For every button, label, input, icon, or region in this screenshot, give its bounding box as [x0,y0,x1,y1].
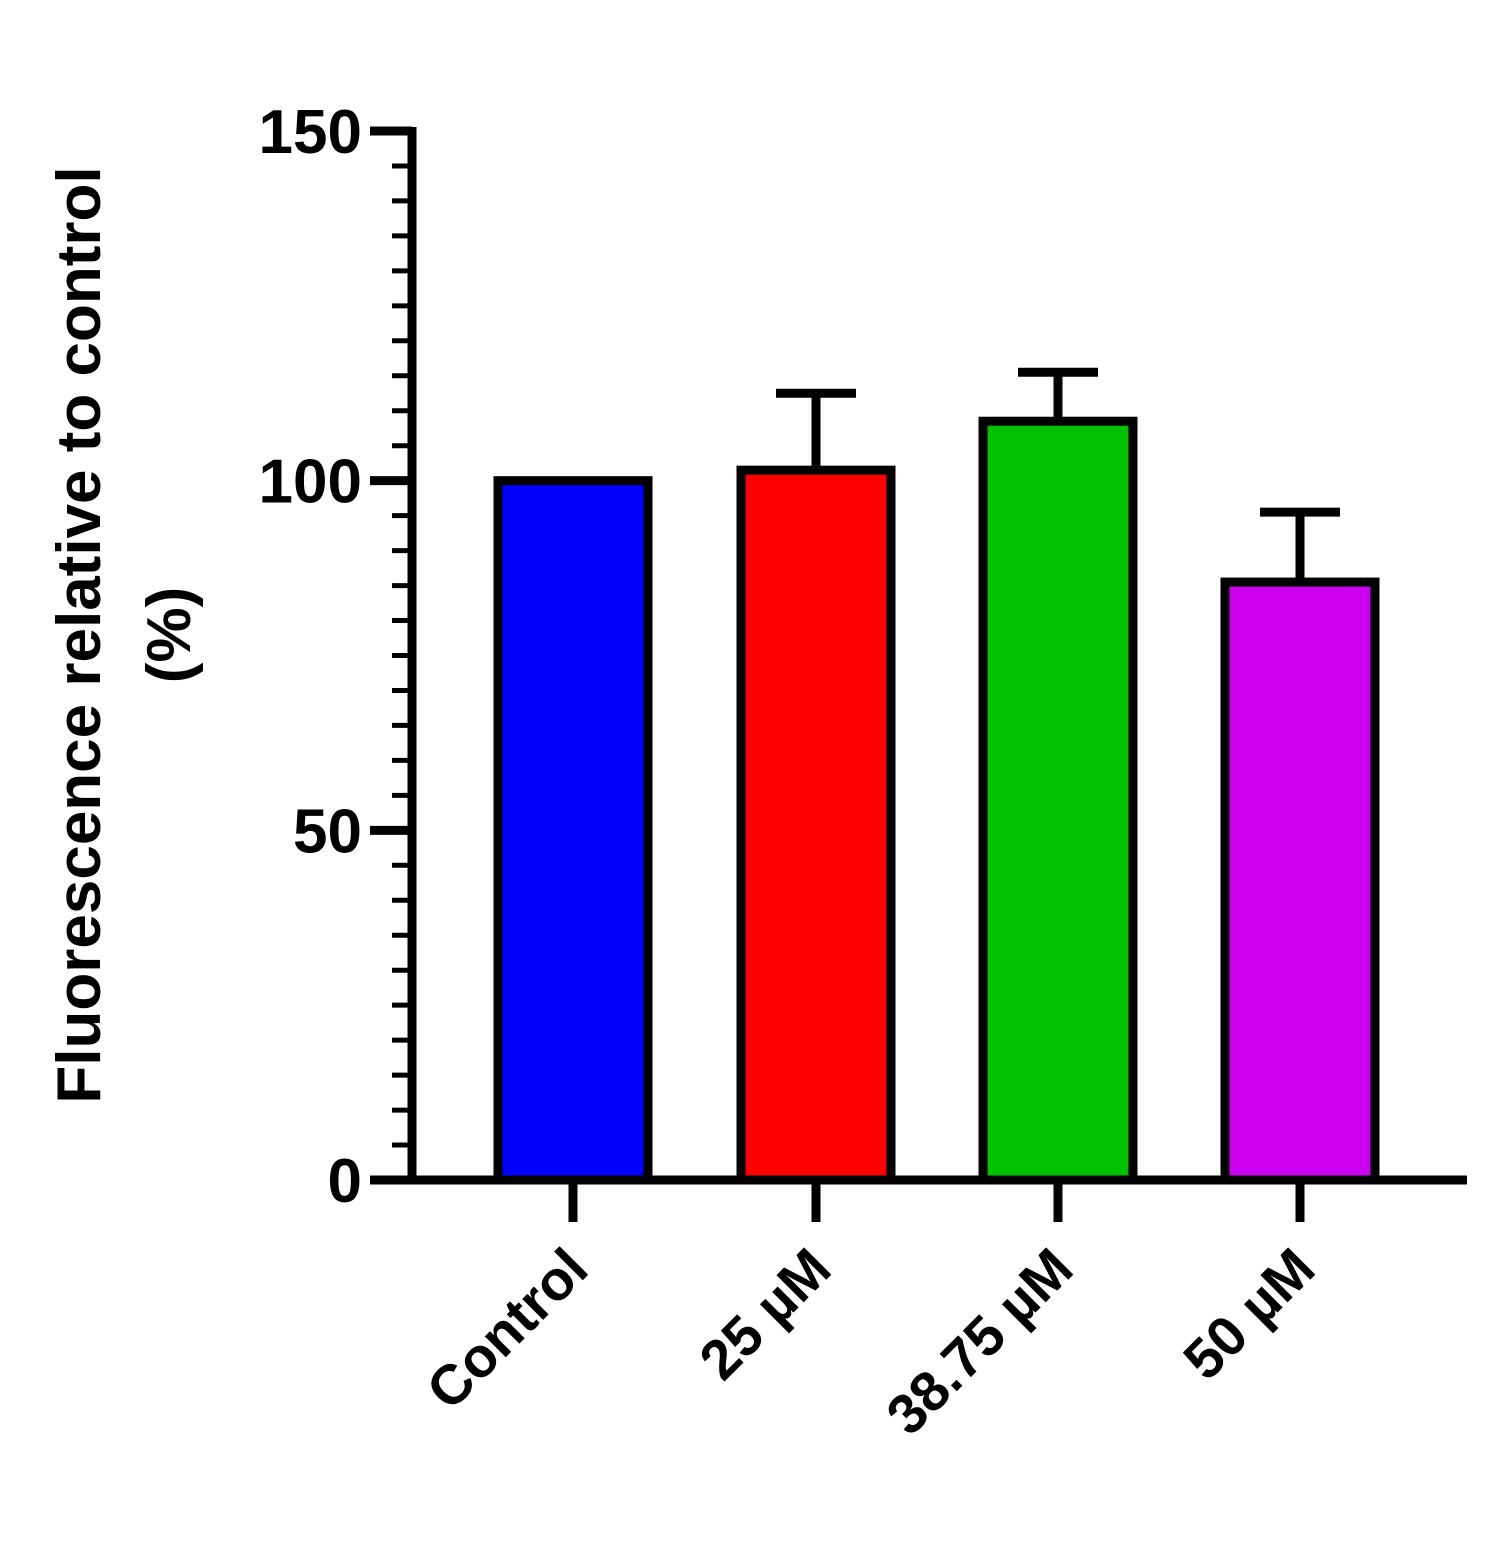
bar-3 [1220,577,1380,1185]
y-axis-title: Fluorescence relative to control (%) [45,166,204,1103]
x-tick-label: 38.75 µM [874,1236,1084,1446]
bar-0 [493,476,653,1185]
y-tick-label: 150 [259,98,362,167]
y-axis-title-line-2: (%) [135,587,204,683]
bar-2 [978,416,1138,1185]
x-tick-label: 25 µM [687,1236,842,1391]
x-tick-label: Control [414,1236,599,1421]
x-tick-label: 50 µM [1171,1236,1326,1391]
bars [493,416,1380,1185]
x-axis [370,1175,1467,1222]
x-tick-labels: Control 25 µM 38.75 µM 50 µM [414,1236,1326,1446]
y-tick-label: 50 [293,797,362,866]
y-tick-label: 0 [328,1147,362,1216]
y-axis: 0 50 100 150 [259,98,417,1216]
y-axis-title-line-1: Fluorescence relative to control [45,166,114,1103]
bar-1 [736,465,896,1185]
y-tick-label: 100 [259,448,362,517]
error-bars [776,367,1340,583]
